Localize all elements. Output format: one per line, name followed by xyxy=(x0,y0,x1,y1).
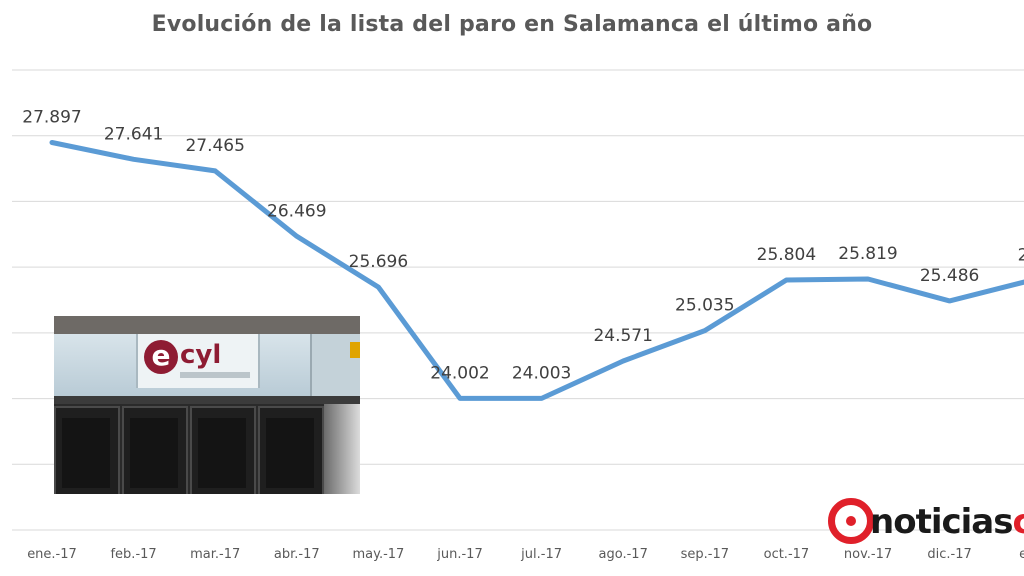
data-label: 25.486 xyxy=(920,266,979,286)
data-label: 25.819 xyxy=(838,244,897,264)
x-tick-label: mar.-17 xyxy=(190,547,240,562)
data-label: 24.002 xyxy=(430,363,489,383)
line-layer xyxy=(49,140,1024,401)
label-layer: 27.897 27.641 27.465 26.469 25.696 24.002 24.0… xyxy=(22,107,1024,383)
ecyl-office-photo: e cyl xyxy=(54,316,360,494)
x-tick-label: ene.-17 xyxy=(27,547,77,562)
x-tick-label: dic.-17 xyxy=(927,547,971,562)
noticiascyl-logo-text: noticiascy xyxy=(870,502,1024,542)
x-tick-label: ago.-17 xyxy=(599,547,648,562)
noticiascyl-logo-icon xyxy=(828,498,874,544)
x-tick-label: jun.-17 xyxy=(436,547,482,562)
data-label: 25. xyxy=(1018,245,1024,265)
data-label: 25.696 xyxy=(349,252,408,272)
x-tick-label: oct.-17 xyxy=(764,547,810,562)
ecyl-logo-text: cyl xyxy=(180,340,222,370)
data-label: 25.035 xyxy=(675,296,734,316)
x-tick-label: jul.-17 xyxy=(520,547,562,562)
data-label: 27.641 xyxy=(104,124,163,144)
data-label: 24.003 xyxy=(512,363,571,383)
tick-layer: ene.-17 feb.-17 mar.-17 abr.-17 may.-17 jun.-… xyxy=(27,547,1024,562)
noticiascyl-logo: noticiascy xyxy=(824,498,1024,550)
x-tick-label: nov.-17 xyxy=(844,547,892,562)
x-tick-label: sep.-17 xyxy=(681,547,729,562)
x-tick-label: abr.-17 xyxy=(274,547,320,562)
x-tick-label: may.-17 xyxy=(352,547,404,562)
x-tick-label: feb.-17 xyxy=(110,547,156,562)
data-label: 27.465 xyxy=(185,136,244,156)
ecyl-logo-letter: e xyxy=(144,340,178,374)
chart-title: Evolución de la lista del paro en Salama… xyxy=(151,12,873,37)
data-label: 24.571 xyxy=(593,326,652,346)
data-label: 27.897 xyxy=(22,107,81,127)
data-label: 26.469 xyxy=(267,201,326,221)
data-label: 25.804 xyxy=(757,245,816,265)
series-line xyxy=(49,140,1024,401)
x-tick-label: ene xyxy=(1019,547,1024,562)
